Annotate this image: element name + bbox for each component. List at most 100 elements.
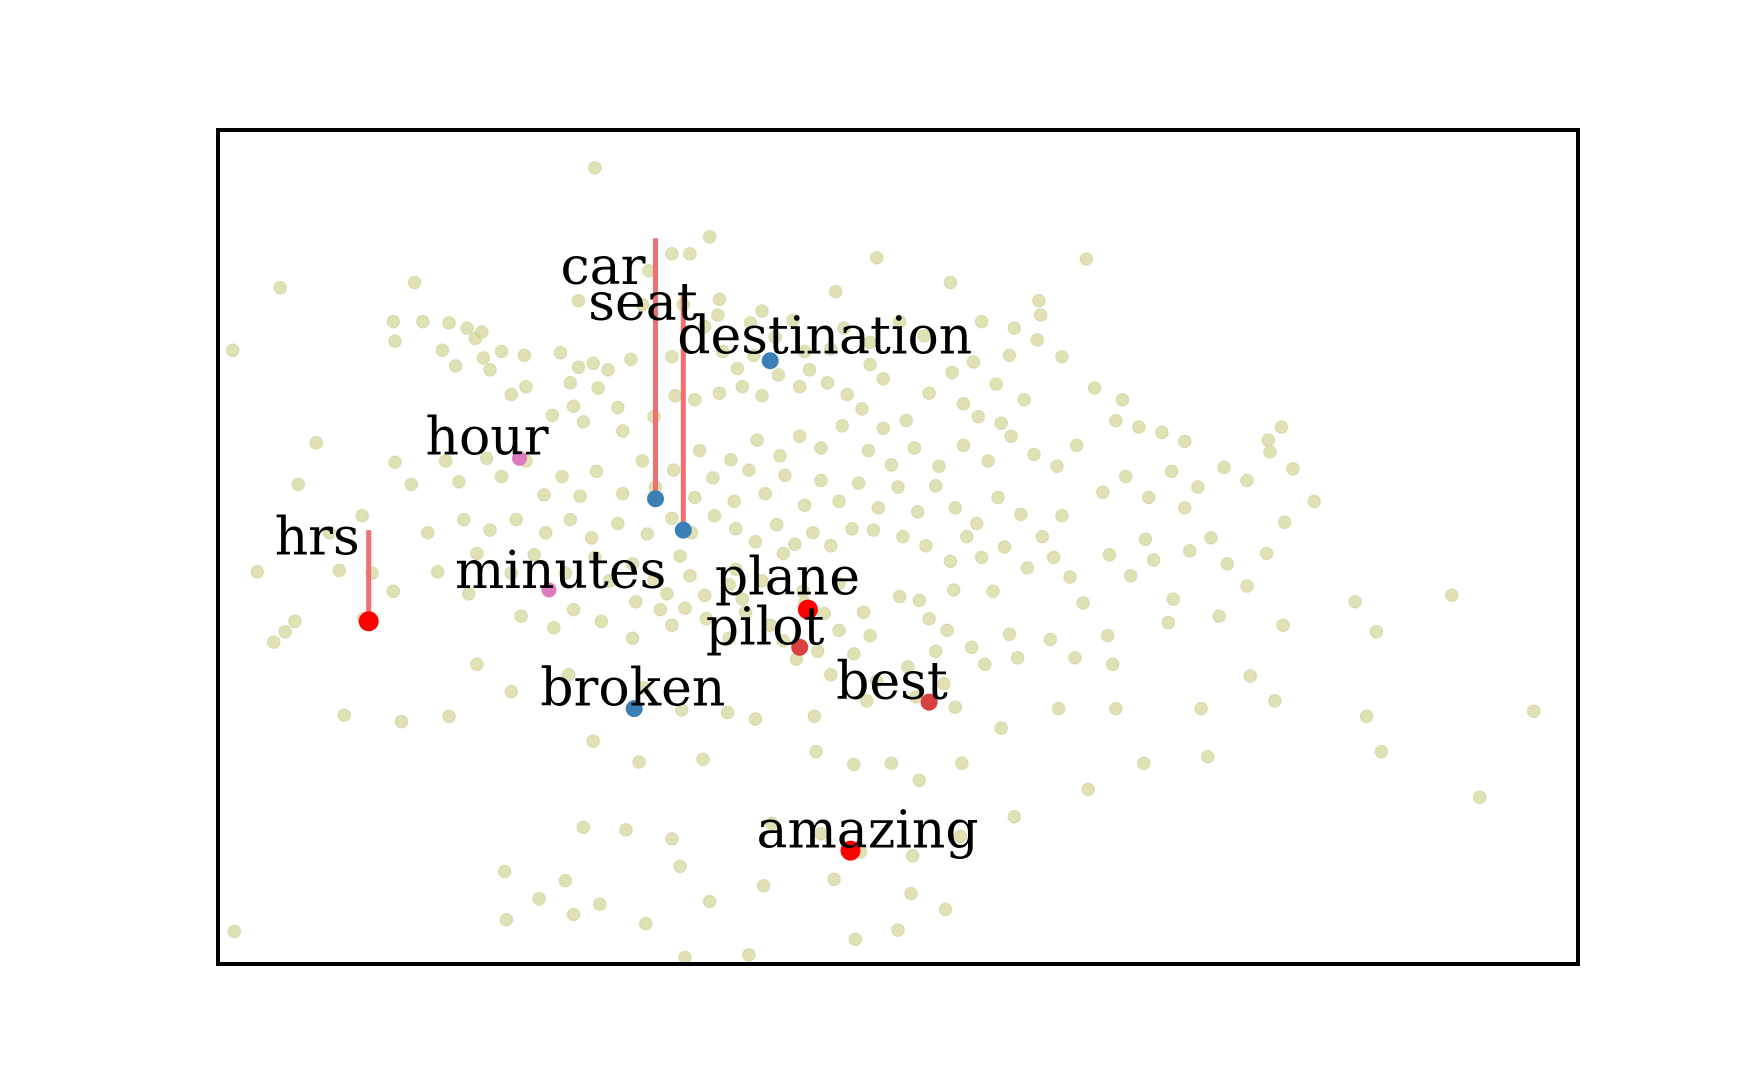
background-point [558,566,573,580]
background-point [615,486,630,501]
background-point [896,529,910,544]
background-point [1141,490,1156,505]
background-point [386,314,401,329]
label-plane: plane [715,548,860,608]
background-point [840,387,854,402]
background-point [504,566,519,580]
background-point [1105,657,1120,672]
background-point [407,275,422,290]
background-point [1027,447,1041,462]
background-point [1063,570,1077,584]
background-point [750,433,764,447]
background-point [404,477,419,492]
background-point [814,826,828,841]
background-point [738,605,753,619]
background-point [594,614,609,629]
background-point [1076,596,1090,610]
background-point [615,424,630,438]
background-point [545,408,560,423]
point-pilot [791,638,809,656]
background-point [278,624,292,639]
background-point [727,494,741,509]
background-point [863,357,877,372]
background-point [748,712,763,726]
background-point [442,316,456,330]
stems-layer [366,238,686,622]
background-point [912,773,927,788]
point-minutes [541,582,557,598]
background-point [576,820,591,834]
background-point [809,744,823,759]
background-point [571,360,586,374]
highlighted-points-layer [358,352,938,861]
background-point [566,399,581,414]
background-point [538,525,553,540]
background-point [665,511,679,526]
background-point [624,352,638,367]
background-point [637,680,651,695]
background-point [683,247,697,261]
label-pilot: pilot [706,597,825,657]
background-point [922,386,936,400]
background-point [855,402,869,416]
background-point [828,284,843,299]
background-point [470,657,484,672]
background-point [797,344,812,359]
background-point [1527,704,1541,718]
background-point [730,361,745,376]
background-point [571,293,586,308]
background-point [629,594,643,609]
background-point [1087,381,1102,395]
background-point [699,611,714,626]
background-point [837,321,851,335]
background-point [807,709,822,724]
background-point [697,320,712,334]
background-point [899,413,913,428]
background-point [665,618,679,632]
background-point [860,694,874,708]
point-broken [625,700,643,718]
background-point [452,475,466,489]
background-point [573,489,587,503]
background-point [561,667,576,682]
background-point [1191,480,1205,494]
background-point [788,537,802,552]
background-point [729,562,743,576]
background-point [558,873,573,888]
background-point [912,593,927,608]
background-point [964,640,979,655]
point-seat [674,521,692,539]
background-point [966,355,981,369]
background-point [945,365,959,380]
background-point [1161,615,1176,630]
background-point [848,932,863,946]
background-point [919,538,933,553]
background-point [871,501,886,515]
background-point [674,703,689,717]
background-point [817,606,832,621]
background-point [470,546,484,561]
background-point [479,451,494,466]
background-point [851,476,866,490]
background-point [956,396,971,411]
background-point [683,568,697,583]
background-point [420,525,435,540]
background-point [905,849,920,863]
background-point [1164,464,1179,479]
background-point [884,756,899,771]
background-point [547,621,561,635]
background-point [665,349,679,364]
background-point [776,546,791,561]
background-point [974,314,989,329]
background-point [619,823,633,837]
background-point [394,714,409,729]
background-point [1359,709,1374,724]
background-point [635,454,650,468]
background-point [1274,420,1289,434]
point-hrs [358,611,379,632]
background-point [824,538,838,553]
label-amazing: amazing [757,801,979,861]
background-point [742,463,756,477]
background-point [989,377,1004,391]
